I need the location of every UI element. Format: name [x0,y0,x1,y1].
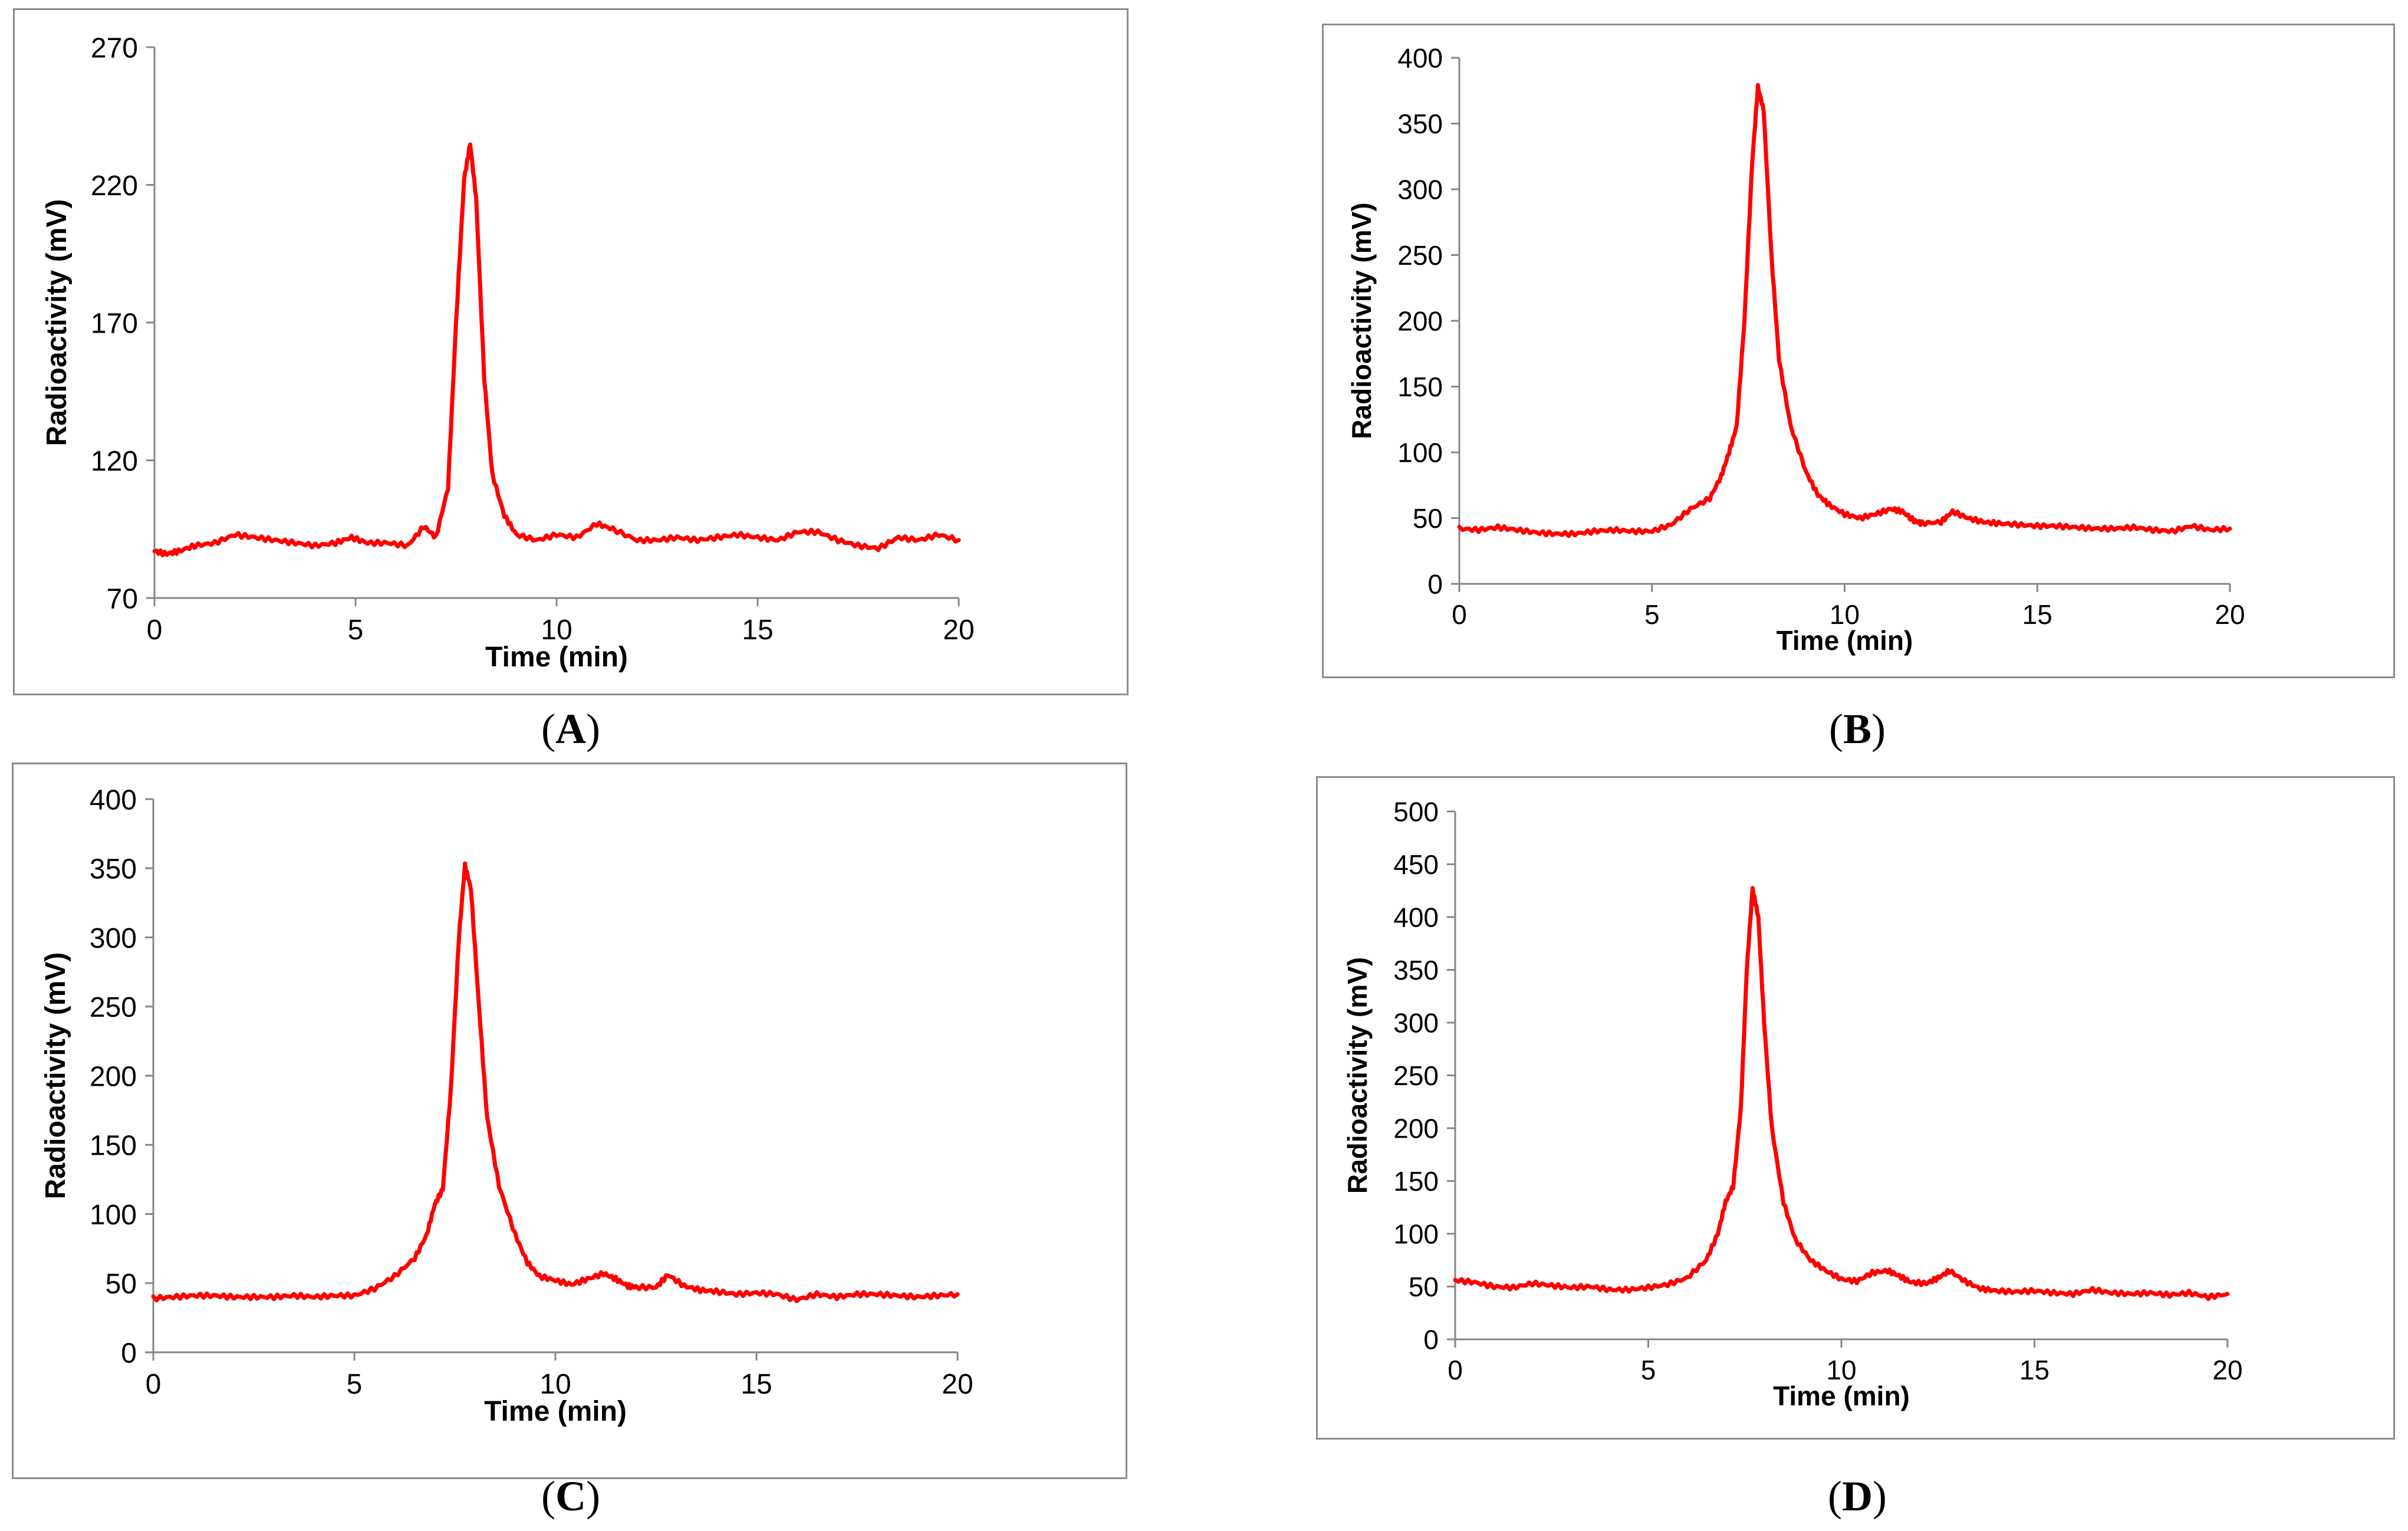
y-tick-label: 170 [91,308,138,339]
y-tick-label: 350 [1393,955,1439,985]
x-tick-label: 0 [1452,599,1467,630]
y-tick-label: 100 [90,1200,137,1231]
y-tick-label: 0 [1423,1325,1439,1355]
y-tick-label: 350 [90,854,137,885]
y-tick-label: 120 [91,446,138,477]
y-tick-label: 300 [1393,1008,1439,1039]
caption-label: B [1843,705,1872,753]
x-tick-label: 15 [742,615,773,646]
y-tick-label: 270 [91,32,138,64]
y-axis-label: Radioactivity (mV) [1346,202,1377,439]
y-tick-label: 300 [90,923,137,954]
chart-b: 0 50 100 150 200 250 300 350 400 0 5 10 15 20 Time (mi… [1346,43,2245,656]
y-tick-label: 70 [107,583,138,615]
x-tick-label: 15 [741,1369,772,1400]
x-tick-label: 10 [540,1369,571,1400]
y-tick-label: 250 [1393,1060,1439,1091]
x-tick-label: 0 [147,615,163,646]
x-tick-label: 15 [2019,1355,2050,1385]
x-tick-label: 20 [942,1369,973,1400]
caption-close: ) [586,1473,600,1520]
y-tick-label: 500 [1393,797,1439,827]
y-tick-label: 100 [1397,438,1443,468]
caption-b: (B) [1739,705,1975,754]
x-tick-label: 0 [146,1369,162,1400]
x-tick-label: 10 [541,615,572,646]
y-tick-label: 50 [1413,503,1443,534]
chart-frame-d [1316,776,2395,1440]
caption-c: (C) [453,1472,689,1521]
series-line-0 [152,142,961,557]
y-axis-label: Radioactivity (mV) [1342,957,1373,1194]
caption-label: A [555,705,586,753]
x-tick-label: 5 [348,615,364,646]
x-axis-label: Time (min) [485,642,628,673]
chart-d: 0 50 100 150 200 250 300 350 400 450 500 0 5 10 15 20 Ti… [1342,797,2243,1411]
caption-open: ( [1828,1473,1842,1520]
y-tick-label: 450 [1393,849,1439,880]
y-tick-label: 100 [1393,1219,1439,1250]
caption-open: ( [541,1473,555,1520]
y-tick-label: 0 [121,1338,137,1369]
caption-label: D [1842,1473,1873,1520]
x-tick-label: 5 [1644,599,1660,630]
x-tick-label: 10 [1830,599,1860,630]
y-tick-label: 0 [1427,569,1443,600]
caption-a: (A) [453,705,689,754]
x-tick-label: 20 [943,615,974,646]
y-axis-label: Radioactivity (mV) [41,199,73,446]
chart-frame-b [1322,24,2395,678]
y-tick-label: 250 [1397,240,1443,271]
x-tick-label: 10 [1826,1355,1856,1385]
series-line-0 [151,861,960,1303]
x-tick-label: 15 [2022,599,2052,630]
y-tick-label: 350 [1397,109,1443,139]
y-tick-label: 200 [1397,306,1443,337]
x-axis-label: Time (min) [1777,625,1913,656]
chart-frame-a [13,8,1129,695]
x-tick-label: 20 [2212,1355,2242,1385]
caption-label: C [555,1473,586,1520]
y-tick-label: 400 [1397,43,1443,74]
x-tick-label: 20 [2215,599,2245,630]
y-tick-label: 200 [1393,1113,1439,1144]
series-line-0 [1457,83,2232,538]
y-tick-label: 150 [1397,372,1443,402]
x-axis-label: Time (min) [484,1396,627,1427]
caption-d: (D) [1739,1472,1975,1521]
y-tick-label: 200 [90,1061,137,1092]
y-tick-label: 150 [1393,1166,1439,1197]
caption-close: ) [1873,1473,1887,1520]
caption-open: ( [1829,705,1843,753]
x-tick-label: 5 [347,1369,363,1400]
chart-frame-c [12,763,1127,1479]
chart-c: 0 50 100 150 200 250 300 350 400 0 5 10 15 20 Time (mi… [40,784,973,1427]
caption-open: ( [541,705,555,753]
y-tick-label: 50 [106,1269,137,1300]
chart-a: 70 120 170 220 270 0 5 10 15 20 Time (min) Radioact… [41,32,975,673]
y-tick-label: 300 [1397,175,1443,205]
y-axis-label: Radioactivity (mV) [40,952,71,1200]
y-tick-label: 400 [1393,902,1439,933]
series-line-0 [1453,886,2230,1302]
y-tick-label: 220 [91,170,138,202]
x-axis-label: Time (min) [1773,1381,1910,1411]
y-tick-label: 50 [1409,1272,1439,1302]
x-tick-label: 0 [1448,1355,1463,1385]
caption-close: ) [1871,705,1886,753]
y-tick-label: 250 [90,992,137,1023]
y-tick-label: 150 [90,1131,137,1162]
y-tick-label: 400 [90,784,137,816]
caption-close: ) [586,705,600,753]
x-tick-label: 5 [1641,1355,1656,1385]
